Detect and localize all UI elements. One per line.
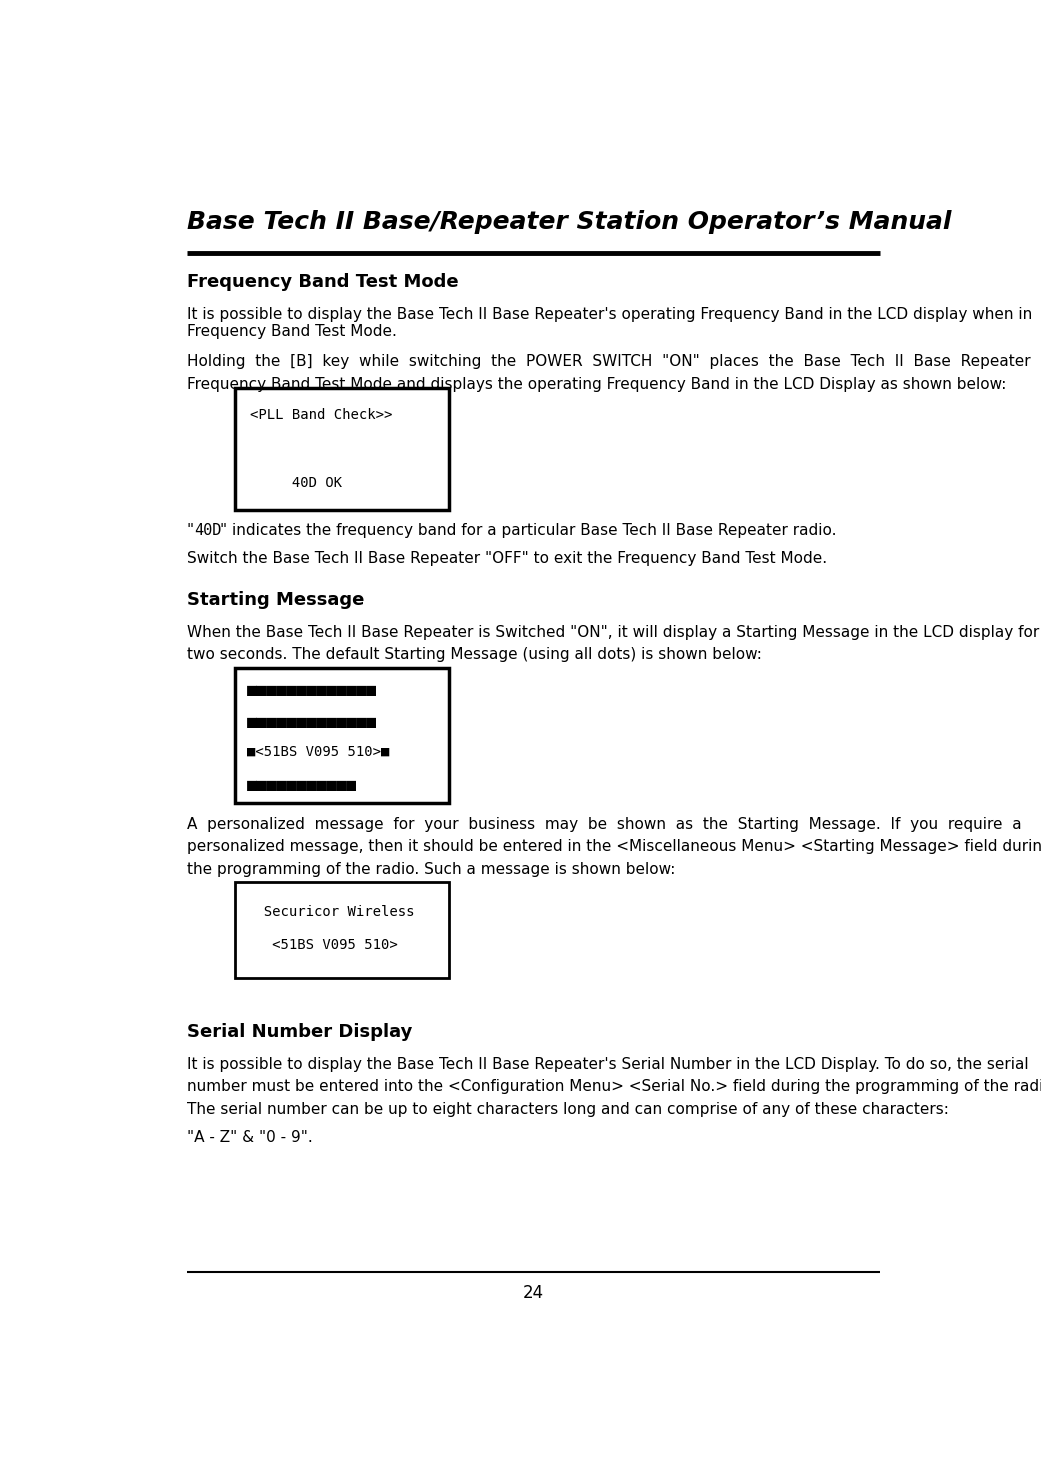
Text: <PLL Band Check>>: <PLL Band Check>> [250,409,391,422]
Text: Frequency Band Test Mode: Frequency Band Test Mode [186,272,458,292]
Text: "A - Z" & "0 - 9".: "A - Z" & "0 - 9". [186,1130,312,1146]
Text: ■■■■■■■■■■■■■: ■■■■■■■■■■■■■ [247,713,377,731]
Text: <51BS V095 510>: <51BS V095 510> [247,939,398,952]
Text: The serial number can be up to eight characters long and can comprise of any of : The serial number can be up to eight cha… [186,1102,948,1116]
Text: 40D: 40D [194,523,222,538]
Text: Frequency Band Test Mode and displays the operating Frequency Band in the LCD Di: Frequency Band Test Mode and displays th… [186,377,1006,391]
Text: ■<51BS V095 510>■: ■<51BS V095 510>■ [247,744,389,759]
Text: " indicates the frequency band for a particular Base Tech II Base Repeater radio: " indicates the frequency band for a par… [220,523,836,538]
Text: Switch the Base Tech II Base Repeater "OFF" to exit the Frequency Band Test Mode: Switch the Base Tech II Base Repeater "O… [186,551,827,567]
Text: Starting Message: Starting Message [186,590,364,609]
Bar [235,388,449,510]
Text: ": " [186,523,194,538]
Text: A  personalized  message  for  your  business  may  be  shown  as  the  Starting: A personalized message for your business… [186,816,1021,832]
Text: Base Tech II Base/Repeater Station Operator’s Manual: Base Tech II Base/Repeater Station Opera… [186,209,951,233]
Text: 40D OK: 40D OK [250,476,341,489]
Text: Securicor Wireless: Securicor Wireless [247,904,414,919]
Text: When the Base Tech II Base Repeater is Switched "ON", it will display a Starting: When the Base Tech II Base Repeater is S… [186,624,1039,640]
Text: It is possible to display the Base Tech II Base Repeater's operating Frequency B: It is possible to display the Base Tech … [186,306,1032,338]
Text: number must be entered into the <Configuration Menu> <Serial No.> field during t: number must be entered into the <Configu… [186,1080,1041,1094]
Text: 24: 24 [523,1283,544,1301]
Text: ■■■■■■■■■■■: ■■■■■■■■■■■ [247,776,357,794]
Text: two seconds. The default Starting Message (using all dots) is shown below:: two seconds. The default Starting Messag… [186,648,761,662]
Text: the programming of the radio. Such a message is shown below:: the programming of the radio. Such a mes… [186,861,675,876]
Text: ■■■■■■■■■■■■■: ■■■■■■■■■■■■■ [247,681,377,699]
Text: personalized message, then it should be entered in the <Miscellaneous Menu> <Sta: personalized message, then it should be … [186,839,1041,854]
Bar [235,668,449,803]
Text: It is possible to display the Base Tech II Base Repeater's Serial Number in the : It is possible to display the Base Tech … [186,1056,1029,1072]
Bar [235,882,449,977]
Text: Holding  the  [B]  key  while  switching  the  POWER  SWITCH  "ON"  places  the : Holding the [B] key while switching the … [186,355,1041,369]
Text: Serial Number Display: Serial Number Display [186,1023,412,1042]
